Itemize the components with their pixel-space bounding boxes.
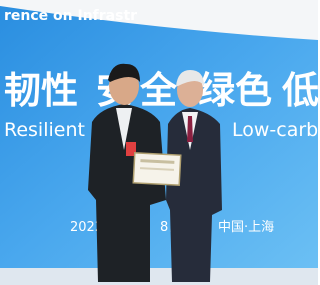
banner-top-line: rence on Infrastr (4, 8, 137, 24)
slogan-en: Resilient (4, 119, 85, 141)
slogan-cn: 韧性 (4, 69, 78, 112)
date-line: 中国·上海 (218, 220, 274, 235)
slogan-en: Low-carb (232, 119, 318, 141)
certificate (133, 153, 181, 185)
photo: rence on Infrastr 韧性 安 全 绿色 低 Resilient … (0, 0, 318, 285)
slogan-cn: 绿色 (198, 69, 272, 112)
slogan-cn: 低 (282, 69, 318, 112)
floor (0, 268, 318, 285)
slogan-cn: 全 (139, 69, 178, 112)
